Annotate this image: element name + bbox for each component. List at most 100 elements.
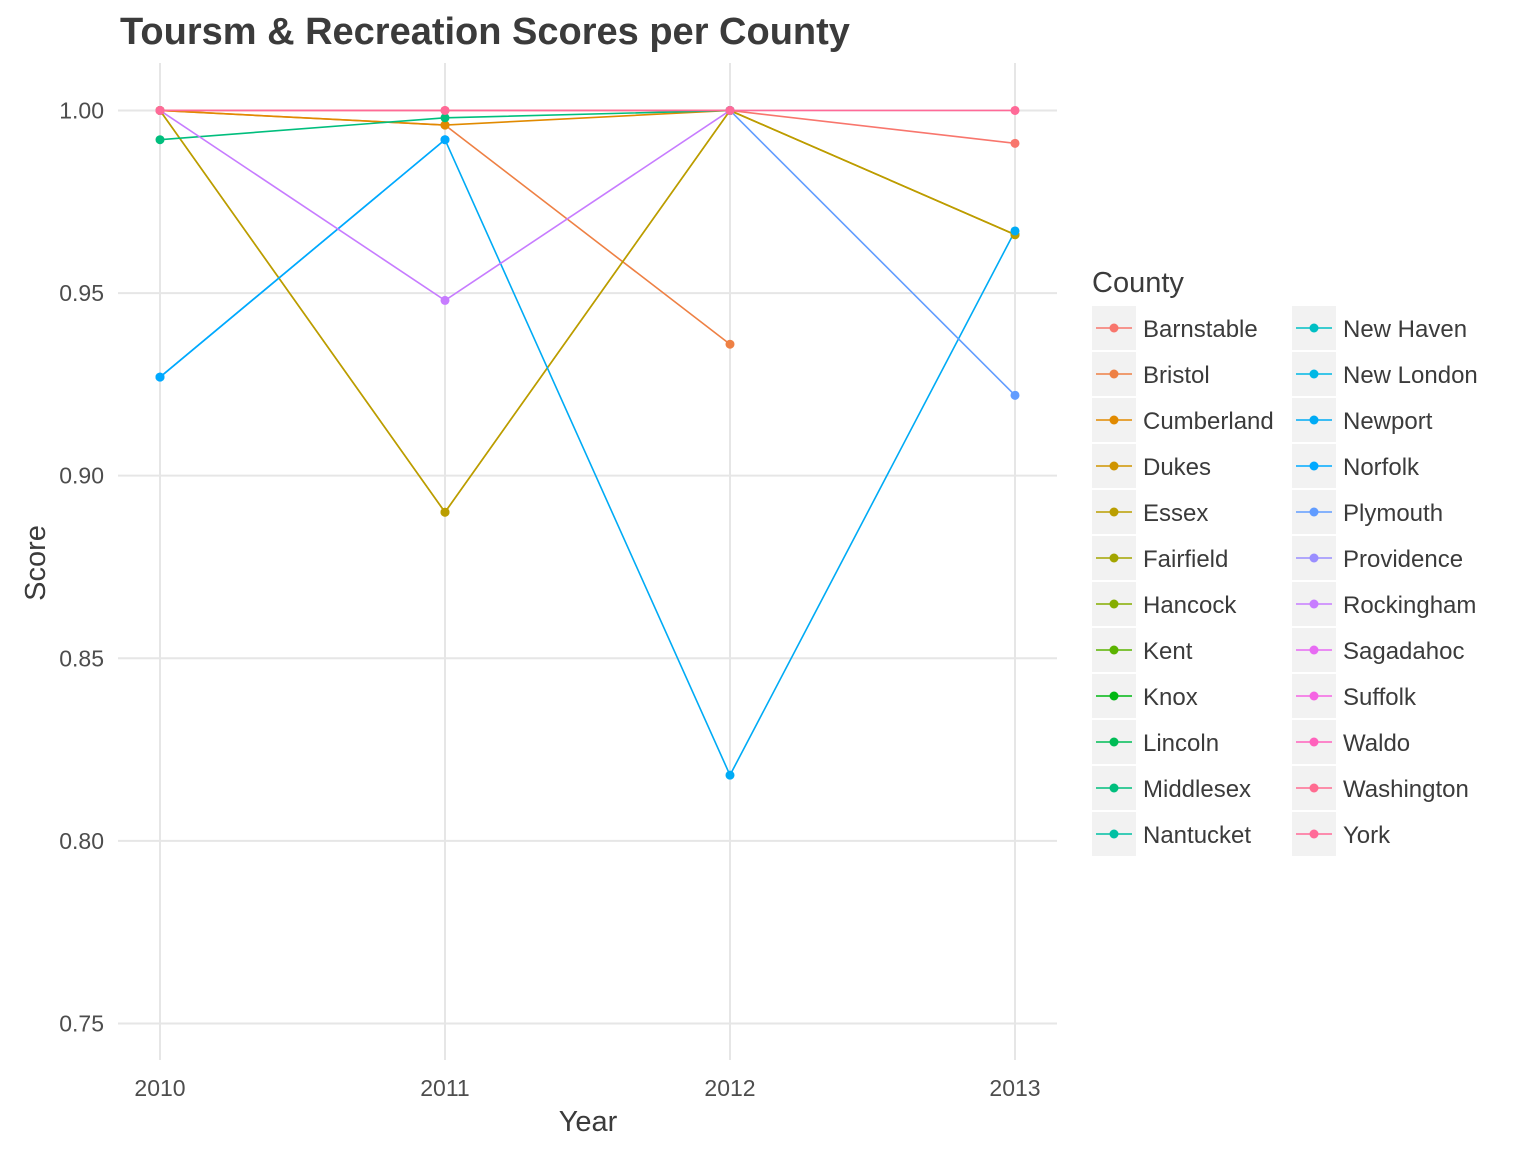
legend-key-point (1109, 369, 1119, 379)
y-axis-ticks: 0.75 0.80 0.85 0.90 0.95 1.00 (59, 97, 104, 1036)
x-tick-label: 2012 (704, 1075, 755, 1101)
y-tick-label: 0.85 (59, 645, 104, 671)
legend-item: Rockingham (1292, 582, 1476, 626)
legend-item: Nantucket (1092, 812, 1251, 856)
legend-label: Rockingham (1343, 592, 1476, 619)
legend-key-point (1109, 783, 1119, 793)
legend-key-point (1109, 599, 1119, 609)
legend-key-point (1109, 415, 1119, 425)
legend-label: Waldo (1343, 730, 1410, 757)
legend-item: Newport (1292, 398, 1433, 442)
legend-label: Essex (1143, 500, 1208, 527)
legend-label: New London (1343, 362, 1478, 389)
series-line-essex (159, 109, 1016, 514)
data-point-newport (725, 770, 735, 780)
legend-label: New Haven (1343, 316, 1467, 343)
legend-title: County (1092, 267, 1184, 299)
legend-item: Providence (1292, 536, 1463, 580)
legend-label: Sagadahoc (1343, 638, 1464, 665)
x-tick-label: 2010 (134, 1075, 185, 1101)
legend-key-point (1309, 415, 1319, 425)
series-line-barnstable (160, 109, 1016, 145)
legend-label: Fairfield (1143, 546, 1228, 573)
legend-label: Cumberland (1143, 408, 1274, 435)
legend-key-point (1309, 599, 1319, 609)
legend-key-point (1109, 829, 1119, 839)
series-points (155, 105, 1020, 780)
legend-label: Washington (1343, 776, 1469, 803)
legend-item: York (1292, 812, 1391, 856)
x-tick-label: 2011 (420, 1075, 469, 1101)
legend-label: Plymouth (1343, 500, 1443, 527)
legend-label: Providence (1343, 546, 1463, 573)
legend-key-point (1109, 323, 1119, 333)
legend-label: Norfolk (1343, 454, 1420, 481)
legend-item: Waldo (1292, 720, 1410, 764)
y-tick-label: 1.00 (59, 97, 104, 123)
legend-item: Kent (1092, 628, 1193, 672)
data-point-plymouth (1010, 390, 1020, 400)
data-point-york (440, 105, 450, 115)
legend-label: Nantucket (1143, 822, 1251, 849)
legend-item: Fairfield (1092, 536, 1228, 580)
data-point-bristol (725, 339, 735, 349)
data-point-norfolk (155, 372, 165, 382)
legend-item: Cumberland (1092, 398, 1274, 442)
x-axis-ticks: 2010 2011 2012 2013 (134, 1075, 1040, 1101)
legend-key-point (1309, 645, 1319, 655)
legend-item: Bristol (1092, 352, 1210, 396)
chart-title: Toursm & Recreation Scores per County (120, 11, 850, 53)
data-point-newport (1010, 226, 1020, 236)
legend-key-point (1109, 645, 1119, 655)
legend-label: Suffolk (1343, 684, 1417, 711)
y-tick-label: 0.80 (59, 828, 104, 854)
data-point-rockingham (440, 295, 450, 305)
y-tick-label: 0.95 (59, 280, 104, 306)
legend-key-point (1309, 461, 1319, 471)
legend-key-point (1309, 829, 1319, 839)
series-lines (159, 109, 1016, 777)
legend-item: Washington (1292, 766, 1469, 810)
legend-item: Essex (1092, 490, 1208, 534)
legend-item: Middlesex (1092, 766, 1251, 810)
series-line-plymouth (729, 109, 1016, 396)
legend-label: Hancock (1143, 592, 1237, 619)
y-tick-label: 0.90 (59, 463, 104, 489)
plot-grid (118, 63, 1057, 1060)
legend-item: Knox (1092, 674, 1198, 718)
legend-label: Bristol (1143, 362, 1210, 389)
legend-key-point (1109, 461, 1119, 471)
legend-label: Newport (1343, 408, 1433, 435)
legend-item: New London (1292, 352, 1478, 396)
data-point-york (1010, 105, 1020, 115)
data-point-middlesex (440, 113, 450, 123)
legend: County Barnstable Bristol Cumberland Dukes E… (1092, 267, 1478, 856)
x-axis-label: Year (559, 1106, 618, 1138)
legend-key-point (1309, 507, 1319, 517)
legend-label: Kent (1143, 638, 1193, 665)
legend-item: Dukes (1092, 444, 1211, 488)
series-line-norfolk (159, 139, 446, 378)
legend-key-point (1309, 369, 1319, 379)
data-point-barnstable (1010, 138, 1020, 148)
y-tick-label: 0.75 (59, 1010, 104, 1036)
legend-key-point (1309, 691, 1319, 701)
legend-label: Middlesex (1143, 776, 1251, 803)
legend-item: New Haven (1292, 306, 1467, 350)
legend-item: Suffolk (1292, 674, 1417, 718)
data-point-york (155, 105, 165, 115)
legend-key-point (1309, 783, 1319, 793)
legend-item: Hancock (1092, 582, 1237, 626)
x-tick-label: 2013 (989, 1075, 1040, 1101)
legend-key-point (1109, 737, 1119, 747)
data-point-cumberland (440, 120, 450, 130)
y-axis-label: Score (20, 525, 52, 601)
data-point-norfolk (440, 135, 450, 145)
legend-key-point (1309, 323, 1319, 333)
legend-item: Barnstable (1092, 306, 1258, 350)
legend-key-point (1309, 553, 1319, 563)
legend-key-point (1109, 507, 1119, 517)
legend-label: Dukes (1143, 454, 1211, 481)
data-point-york (725, 105, 735, 115)
